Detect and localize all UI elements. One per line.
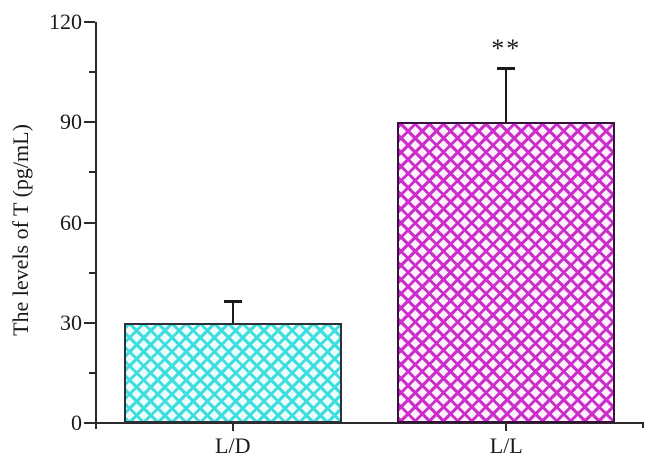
x-axis-line — [95, 422, 644, 425]
y-major-tick — [84, 422, 95, 425]
error-bar-line — [231, 301, 234, 323]
y-minor-tick — [89, 371, 95, 374]
x-axis-end-tick-right — [641, 423, 644, 428]
y-major-tick — [84, 121, 95, 124]
y-tick-label: 0 — [71, 410, 82, 435]
y-tick-label: 30 — [60, 309, 82, 335]
y-major-tick — [84, 321, 95, 324]
y-axis-line — [95, 22, 98, 424]
y-major-tick — [84, 21, 95, 24]
error-bar-cap — [497, 67, 516, 71]
bar-ll — [397, 122, 616, 423]
significance-label: ** — [491, 34, 522, 63]
x-tick-label: L/L — [489, 433, 523, 458]
x-tick — [231, 424, 234, 431]
y-tick-label: 120 — [49, 9, 82, 34]
error-bar-line — [505, 68, 508, 123]
y-tick-label: 90 — [60, 109, 82, 135]
y-minor-tick — [89, 271, 95, 274]
y-tick-label: 60 — [60, 209, 82, 235]
x-axis-end-tick-left — [95, 423, 98, 429]
y-minor-tick — [89, 171, 95, 174]
error-bar-cap — [223, 299, 242, 303]
x-tick — [505, 424, 508, 431]
y-minor-tick — [89, 71, 95, 74]
x-tick-label: L/D — [215, 433, 251, 458]
bar-ld — [123, 322, 342, 423]
y-major-tick — [84, 221, 95, 224]
